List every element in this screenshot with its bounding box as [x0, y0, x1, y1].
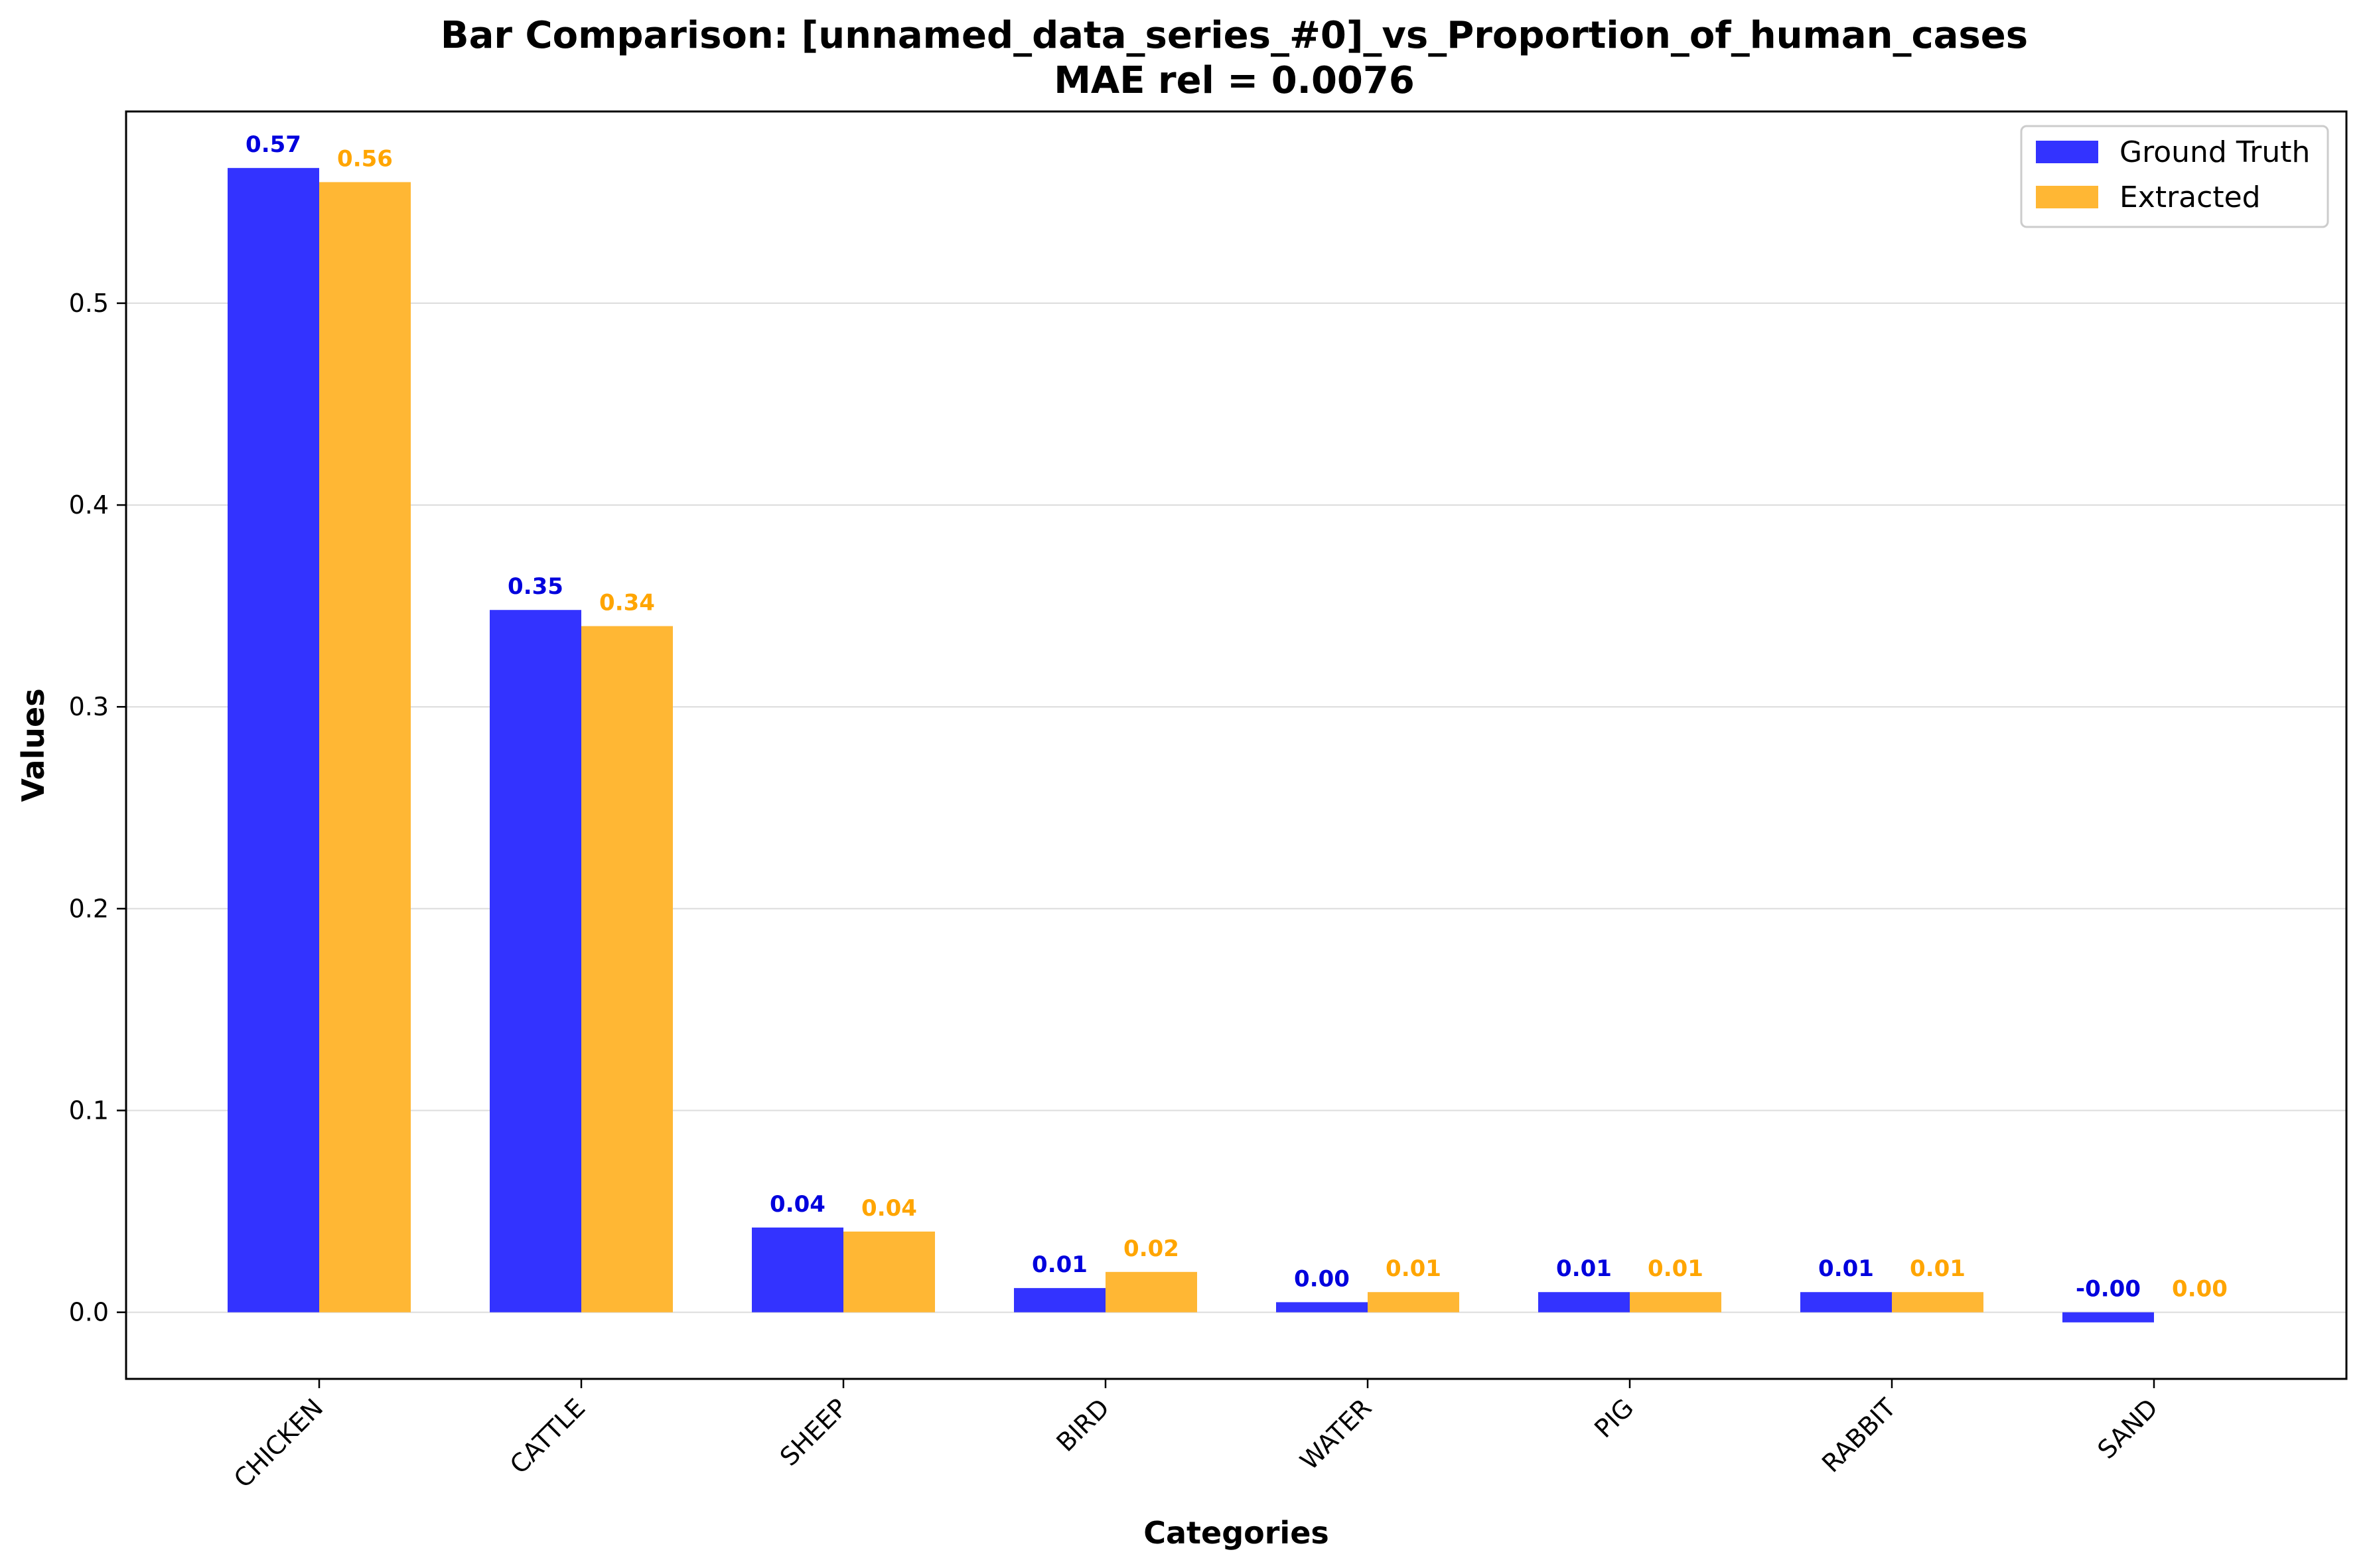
x-tick-label: WATER — [1295, 1393, 1378, 1476]
legend-label-ground-truth: Ground Truth — [2119, 135, 2310, 169]
bar-extracted-chicken — [319, 182, 411, 1313]
bar-extracted-rabbit — [1892, 1292, 1983, 1313]
data-label: 0.57 — [246, 131, 301, 158]
bars-layer — [228, 168, 2154, 1322]
bar-extracted-sheep — [843, 1231, 935, 1313]
x-tick-label: BIRD — [1051, 1393, 1115, 1457]
x-tick-label: CHICKEN — [228, 1393, 328, 1493]
x-tick-label: CATTLE — [504, 1393, 591, 1479]
data-label: 0.00 — [1294, 1265, 1350, 1292]
data-label: 0.01 — [1910, 1255, 1966, 1282]
data-label: 0.02 — [1123, 1236, 1179, 1262]
bar-ground-truth-sand — [2062, 1312, 2154, 1322]
bar-extracted-pig — [1630, 1292, 1721, 1313]
bar-extracted-water — [1368, 1292, 1459, 1313]
data-label: 0.01 — [1648, 1255, 1703, 1282]
data-label: 0.34 — [599, 590, 655, 616]
x-tick-label: PIG — [1589, 1393, 1639, 1443]
y-tick-label: 0.0 — [69, 1298, 109, 1327]
grid-layer — [126, 302, 2346, 1313]
bar-extracted-bird — [1106, 1271, 1197, 1313]
y-tick-label: 0.4 — [69, 490, 109, 520]
bar-ground-truth-rabbit — [1800, 1292, 1892, 1313]
x-axis: CHICKEN CATTLE SHEEP BIRD WATER PIG RABBIT SAND — [228, 1379, 2163, 1494]
bar-ground-truth-water — [1276, 1302, 1368, 1313]
bar-ground-truth-pig — [1538, 1292, 1630, 1313]
bar-extracted-cattle — [581, 626, 673, 1313]
chart-title: Bar Comparison: [unnamed_data_series_#0]… — [441, 14, 2028, 57]
x-tick-label: SAND — [2092, 1393, 2164, 1464]
y-axis: 0.0 0.1 0.2 0.3 0.4 0.5 — [69, 289, 126, 1327]
legend-label-extracted: Extracted — [2119, 180, 2261, 214]
data-label: 0.56 — [337, 145, 393, 172]
data-label: 0.01 — [1032, 1251, 1088, 1278]
y-axis-title: Values — [15, 688, 51, 802]
bar-ground-truth-bird — [1014, 1288, 1106, 1313]
legend-swatch-extracted — [2036, 186, 2098, 208]
y-tick-label: 0.2 — [69, 894, 109, 923]
y-tick-label: 0.3 — [69, 692, 109, 721]
data-label: -0.00 — [2076, 1276, 2141, 1303]
data-label: 0.04 — [861, 1195, 917, 1222]
bar-ground-truth-sheep — [752, 1227, 843, 1313]
x-tick-label: RABBIT — [1816, 1393, 1902, 1478]
data-labels-layer: 0.57 0.56 0.35 0.34 0.04 0.04 0.01 0.02 0.00 0.01… — [246, 131, 2228, 1302]
y-tick-label: 0.1 — [69, 1096, 109, 1125]
data-label: 0.35 — [508, 573, 563, 600]
data-label: 0.01 — [1818, 1255, 1874, 1282]
data-label: 0.01 — [1386, 1255, 1441, 1282]
chart-subtitle: MAE rel = 0.0076 — [1054, 59, 1415, 102]
legend-swatch-ground-truth — [2036, 141, 2098, 163]
bar-ground-truth-chicken — [228, 168, 319, 1313]
x-axis-title: Categories — [1143, 1515, 1329, 1551]
y-tick-label: 0.5 — [69, 289, 109, 318]
legend: Ground Truth Extracted — [2020, 125, 2329, 228]
data-label: 0.00 — [2172, 1276, 2228, 1303]
data-label: 0.04 — [770, 1191, 825, 1218]
plot-frame — [125, 110, 2348, 1380]
data-label: 0.01 — [1556, 1255, 1612, 1282]
x-tick-label: SHEEP — [774, 1393, 853, 1472]
bar-ground-truth-cattle — [490, 610, 581, 1313]
